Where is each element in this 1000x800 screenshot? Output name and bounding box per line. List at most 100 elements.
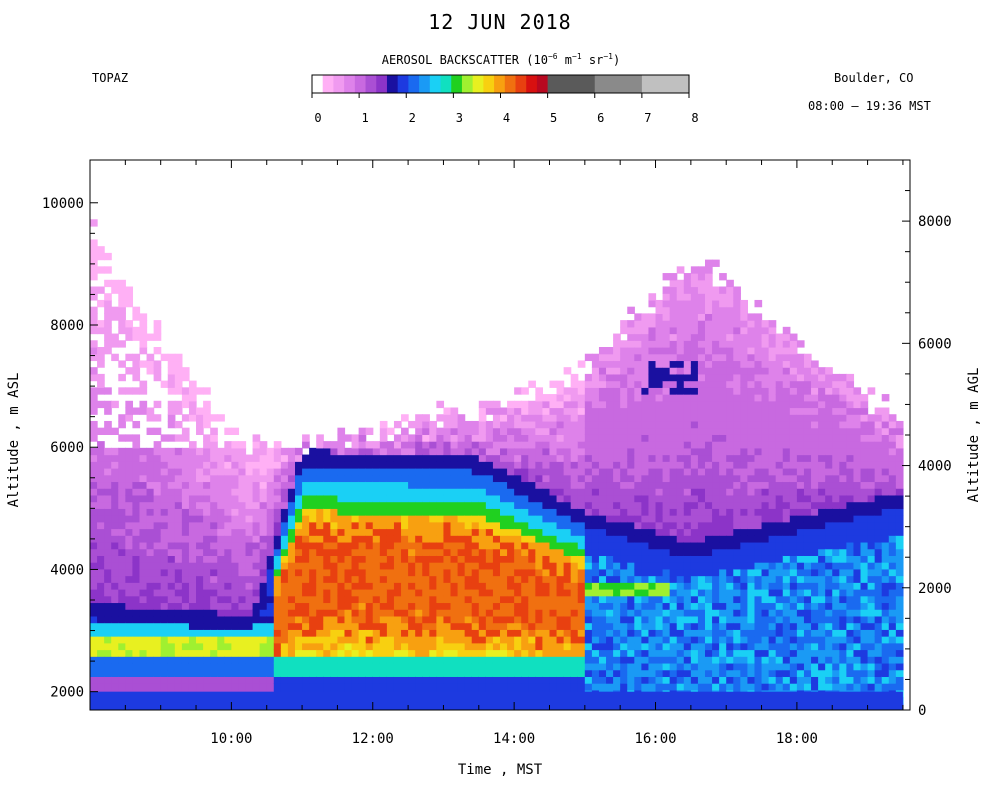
heatmap-cell — [719, 293, 727, 301]
heatmap-cell — [125, 326, 134, 335]
heatmap-cell — [450, 441, 459, 449]
heatmap-cell — [224, 676, 232, 684]
colorbar-swatch — [515, 75, 527, 93]
heatmap-cell — [556, 548, 565, 556]
heatmap-cell — [408, 642, 416, 651]
heatmap-cell — [457, 454, 466, 462]
heatmap-cell — [118, 589, 126, 597]
heatmap-cell — [358, 622, 367, 630]
heatmap-cell — [556, 400, 565, 409]
heatmap-cell — [309, 669, 317, 677]
heatmap-cell — [782, 353, 791, 362]
heatmap-cell — [153, 481, 162, 489]
heatmap-cell — [302, 461, 310, 469]
heatmap-cell — [719, 582, 727, 590]
heatmap-cell — [132, 669, 141, 677]
heatmap-cell — [789, 394, 798, 402]
heatmap-cell — [775, 589, 784, 597]
heatmap-cell — [231, 528, 240, 536]
heatmap-cell — [591, 387, 600, 395]
heatmap-cell — [323, 589, 331, 597]
heatmap-cell — [167, 400, 176, 409]
heatmap-cell — [648, 414, 657, 422]
heatmap-cell — [97, 441, 105, 449]
heatmap-cell — [485, 615, 494, 624]
heatmap-cell — [415, 595, 423, 604]
heatmap-cell — [104, 535, 112, 543]
heatmap-cell — [690, 461, 699, 469]
heatmap-cell — [280, 662, 289, 671]
heatmap-cell — [598, 649, 607, 657]
heatmap-cell — [196, 609, 204, 617]
heatmap-cell — [224, 488, 232, 496]
heatmap-cell — [97, 299, 105, 308]
heatmap-cell — [457, 575, 466, 583]
heatmap-cell — [457, 683, 466, 691]
heatmap-cell — [726, 615, 734, 624]
heatmap-cell — [556, 676, 565, 684]
heatmap-cell — [443, 642, 452, 651]
heatmap-cell — [577, 414, 586, 422]
heatmap-cell — [514, 468, 522, 476]
heatmap-cell — [690, 595, 699, 604]
heatmap-cell — [719, 642, 727, 651]
heatmap-cell — [266, 575, 275, 583]
heatmap-cell — [464, 541, 473, 550]
heatmap-cell — [570, 481, 579, 489]
heatmap-cell — [634, 609, 642, 617]
heatmap-cell — [754, 468, 763, 476]
heatmap-cell — [287, 494, 296, 503]
heatmap-cell — [627, 656, 635, 664]
heatmap-cell — [507, 642, 515, 651]
heatmap-cell — [740, 541, 749, 550]
heatmap-cell — [500, 420, 508, 429]
heatmap-cell — [507, 568, 515, 577]
heatmap-cell — [203, 575, 211, 583]
heatmap-cell — [217, 515, 225, 523]
heatmap-cell — [676, 420, 685, 429]
heatmap-cell — [415, 474, 423, 483]
heatmap-cell — [104, 407, 112, 415]
heatmap-cell — [365, 481, 374, 489]
heatmap-cell — [415, 548, 423, 556]
heatmap-cell — [464, 629, 473, 637]
heatmap-cell — [775, 434, 784, 442]
heatmap-cell — [591, 400, 600, 409]
heatmap-cell — [606, 683, 614, 691]
heatmap-cell — [577, 380, 586, 388]
heatmap-cell — [181, 387, 190, 395]
heatmap-cell — [521, 481, 529, 489]
heatmap-cell — [90, 615, 98, 624]
heatmap-cell — [598, 515, 607, 523]
heatmap-cell — [627, 427, 635, 435]
heatmap-cell — [181, 575, 190, 583]
heatmap-cell — [351, 528, 360, 536]
heatmap-cell — [259, 515, 268, 523]
heatmap-cell — [443, 521, 452, 530]
heatmap-cell — [690, 589, 699, 597]
heatmap-cell — [196, 568, 204, 577]
heatmap-cell — [316, 447, 324, 456]
heatmap-cell — [591, 602, 600, 610]
heatmap-cell — [323, 622, 331, 630]
heatmap-cell — [111, 636, 119, 644]
heatmap-cell — [104, 683, 112, 691]
heatmap-cell — [358, 602, 367, 610]
heatmap-cell — [492, 454, 501, 462]
heatmap-cell — [549, 481, 558, 489]
heatmap-cell — [337, 562, 346, 570]
heatmap-cell — [464, 589, 473, 597]
heatmap-cell — [768, 642, 777, 651]
heatmap-cell — [231, 669, 240, 677]
heatmap-cell — [634, 400, 642, 409]
heatmap-cell — [478, 636, 487, 644]
heatmap-cell — [747, 373, 756, 382]
heatmap-cell — [90, 589, 98, 597]
colorbar-swatch — [344, 75, 356, 93]
heatmap-cell — [669, 279, 678, 288]
heatmap-cell — [330, 488, 339, 496]
heatmap-cell — [386, 488, 395, 496]
heatmap-cell — [754, 320, 763, 328]
heatmap-cell — [330, 541, 339, 550]
heatmap-cell — [429, 642, 437, 651]
